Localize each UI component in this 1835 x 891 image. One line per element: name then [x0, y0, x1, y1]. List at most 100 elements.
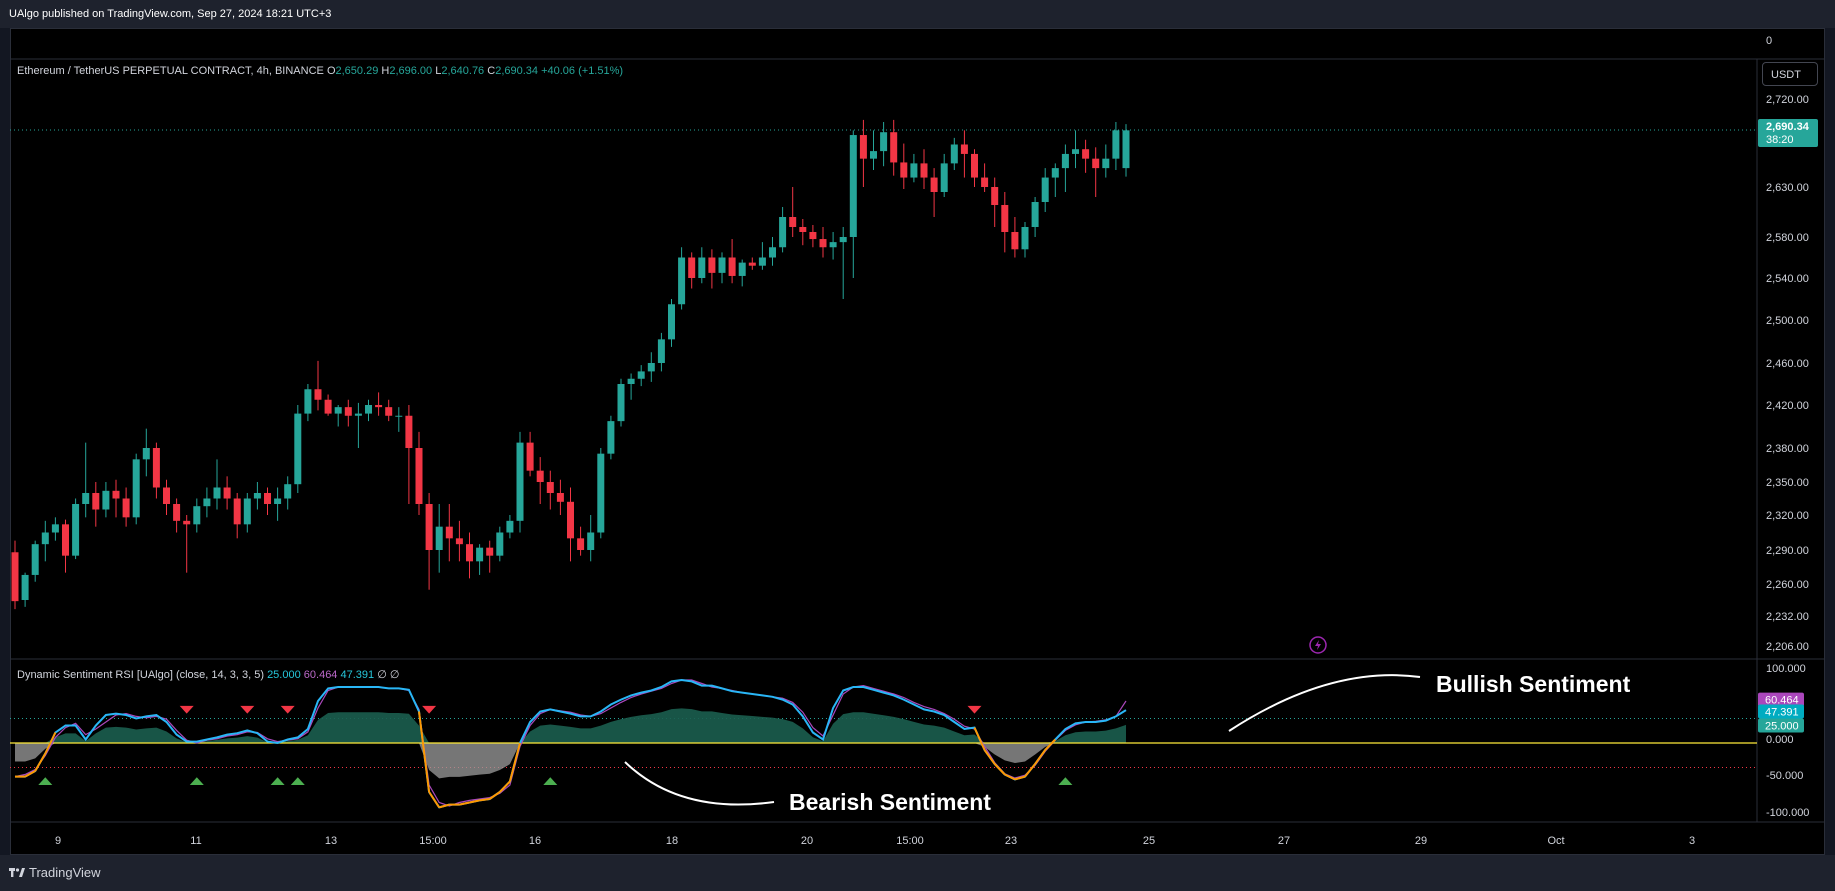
lightning-icon	[1309, 636, 1327, 654]
bearish-rsi-segment	[44, 732, 57, 754]
candle-body	[274, 498, 282, 504]
symbol-title: Ethereum / TetherUS PERPETUAL CONTRACT, …	[17, 65, 324, 77]
candle-body	[637, 371, 645, 379]
candle-body	[385, 407, 393, 416]
indicator-value-badge	[1758, 704, 1804, 719]
candle-body	[607, 421, 615, 454]
price-tick-label: 2,540.00	[1766, 273, 1809, 285]
candle-body	[900, 162, 908, 178]
candle-body	[1011, 232, 1019, 250]
time-tick-label: 25	[1143, 835, 1155, 847]
price-tick-label: 2,350.00	[1766, 477, 1809, 489]
candle-body	[668, 304, 675, 340]
candle-body	[112, 490, 120, 499]
indicator-tick-label: -50.000	[1766, 770, 1803, 782]
indicator-value-badge	[1758, 718, 1804, 733]
candle-body	[253, 493, 261, 499]
candle-body	[1031, 202, 1039, 227]
last-price-badge	[1758, 119, 1818, 147]
candle-body	[789, 217, 797, 227]
tradingview-logo-icon	[9, 867, 25, 877]
open-label: O	[326, 65, 336, 77]
bearish-rsi-segment	[1004, 773, 1016, 781]
candle-body	[546, 482, 554, 493]
candle-body	[758, 257, 766, 266]
price-tick-label: 2,206.00	[1766, 641, 1809, 653]
change-value: +40.06 (+1.51%)	[541, 65, 624, 77]
candle-body	[627, 378, 635, 384]
buy-signal-triangle	[543, 777, 558, 785]
sell-signal-triangle	[280, 705, 295, 714]
candle-body	[1051, 168, 1059, 178]
candle-body	[647, 363, 655, 372]
price-tick-label: 2,380.00	[1766, 443, 1809, 455]
candle-body	[991, 187, 999, 205]
candle-body	[324, 399, 332, 414]
candle-body	[1112, 130, 1120, 159]
candle-body	[870, 151, 877, 159]
candle-body	[496, 532, 504, 556]
candle-body	[1122, 130, 1130, 169]
candle-body	[678, 257, 686, 305]
indicator-flags: ∅ ∅	[377, 669, 400, 681]
candle-body	[718, 257, 726, 273]
candle-body	[950, 144, 958, 164]
symbol-header: Ethereum / TetherUS PERPETUAL CONTRACT, …	[17, 65, 623, 77]
candle-body	[183, 520, 191, 525]
bearish-rsi-segment	[973, 727, 986, 751]
bearish-rsi-segment	[469, 799, 480, 804]
sell-signal-triangle	[240, 705, 255, 714]
indicator-tick-label: 100.000	[1766, 663, 1806, 675]
sell-signal-triangle	[422, 705, 437, 714]
candle-body	[304, 389, 312, 414]
price-tick-label: 2,460.00	[1766, 358, 1809, 370]
candle-body	[314, 389, 322, 400]
candle-body	[981, 177, 989, 187]
brand-name: TradingView	[29, 865, 101, 880]
buy-signal-triangle	[38, 777, 53, 785]
time-tick-label: 23	[1005, 835, 1017, 847]
currency-button[interactable]: USDT	[1762, 62, 1818, 86]
indicator-tick-label: 0.000	[1766, 734, 1794, 746]
candle-body	[233, 498, 241, 525]
candle-body	[51, 524, 59, 533]
bottom-bar: TradingView	[0, 855, 1835, 891]
candle-body	[698, 257, 706, 278]
bearish-rsi-segment	[1014, 775, 1026, 781]
candle-body	[536, 470, 544, 482]
open-value: 2,650.29	[335, 65, 379, 77]
bullish-annotation: Bullish Sentiment	[1436, 671, 1631, 697]
indicator-value-3: 47.391	[340, 669, 375, 681]
candle-body	[435, 526, 443, 550]
buy-signal-triangle	[270, 777, 285, 785]
buy-signal-triangle	[290, 777, 305, 785]
bearish-rsi-segment	[993, 763, 1006, 776]
bearish-annotation: Bearish Sentiment	[789, 789, 991, 815]
bearish-rsi-segment	[459, 801, 470, 806]
time-tick-label: 18	[666, 835, 678, 847]
candle-body	[809, 232, 817, 240]
lightning-bolt-icon	[1315, 640, 1321, 650]
last-price-label: 2,690.34	[1766, 121, 1810, 133]
time-tick-label: Oct	[1547, 835, 1564, 847]
buy-signal-triangle	[189, 777, 204, 785]
candle-body	[243, 498, 251, 525]
rsi-line	[15, 678, 1127, 809]
bearish-rsi-segment	[34, 753, 47, 772]
price-tick-label: 2,420.00	[1766, 400, 1809, 412]
indicator-value-2: 60.464	[303, 669, 338, 681]
candle-body	[567, 501, 574, 539]
candle-body	[738, 262, 746, 276]
indicator-value-label: 47.391	[1765, 707, 1799, 719]
candle-body	[486, 547, 494, 556]
bearish-rsi-segment	[499, 780, 511, 793]
price-tick-label: 2,320.00	[1766, 510, 1809, 522]
candle-body	[21, 574, 29, 600]
candle-body	[122, 498, 130, 518]
bearish-rsi-segment	[418, 711, 431, 793]
candle-body	[940, 163, 948, 192]
bearish-rsi-segment	[438, 803, 450, 809]
bearish-rsi-segment	[428, 791, 441, 808]
sell-signal-triangle	[179, 705, 194, 714]
